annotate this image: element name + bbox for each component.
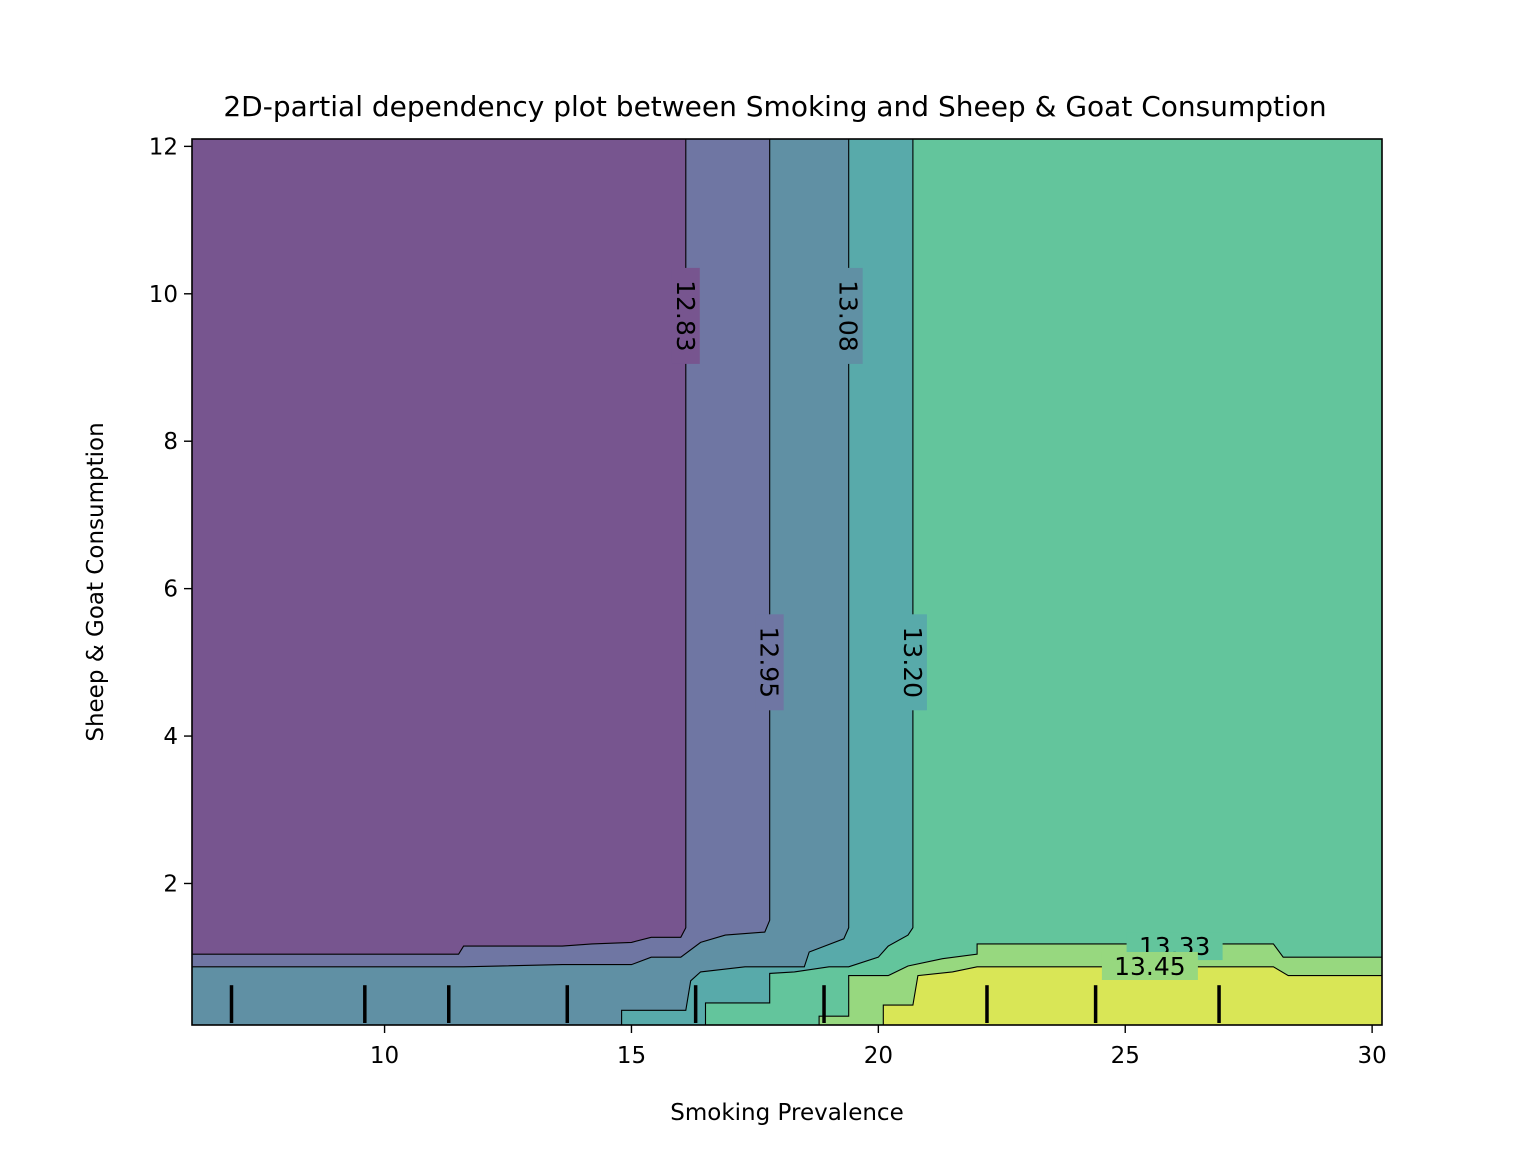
contour-line-12.83 [192,139,687,955]
contour-label-gap [898,614,927,711]
contour-line-13.08 [621,139,850,1025]
contour-label-gap [755,614,784,711]
contour-label-group: 13.20 [898,614,927,711]
contour-line-12.95 [192,139,771,968]
contour-label-13.20: 13.20 [898,627,927,699]
contour-label-group: 12.95 [755,614,784,711]
y-tick-label: 10 [149,282,178,308]
contour-label-gap [834,267,863,364]
x-axis-label: Smoking Prevalence [670,1100,903,1126]
chart-title: 2D-partial dependency plot between Smoki… [223,90,1326,123]
y-tick-label: 8 [163,429,178,455]
contour-label-12.95: 12.95 [755,627,784,699]
contour-label-13.08: 13.08 [834,280,863,352]
contour-label-group: 12.83 [671,267,700,364]
contour-label-group: 13.08 [834,267,863,364]
y-tick-label: 6 [163,577,178,603]
x-tick-label: 15 [617,1043,646,1069]
contour-label-13.45: 13.45 [1114,952,1186,981]
y-tick-label: 4 [163,724,178,750]
contour-line-13.2 [704,139,914,1025]
x-tick-label: 20 [864,1043,893,1069]
plot-frame [191,138,1383,1026]
contour-label-12.83: 12.83 [671,280,700,352]
x-tick-label: 10 [370,1043,399,1069]
contour-label-gap [1101,952,1198,980]
y-tick-label: 12 [149,134,178,160]
contour-band [192,139,686,955]
contour-label-group: 13.45 [1101,952,1198,981]
x-tick-label: 25 [1111,1043,1140,1069]
contour-line-13.45 [882,966,1382,1025]
contour-lines [192,139,1382,1025]
x-tick-label: 30 [1357,1043,1386,1069]
y-tick-label: 2 [163,871,178,897]
contour-label-gap [671,267,700,364]
contour-line-13.33 [818,943,1382,1025]
y-axis-label: Sheep & Goat Consumption [83,422,109,741]
contour-bands [192,139,1382,1025]
